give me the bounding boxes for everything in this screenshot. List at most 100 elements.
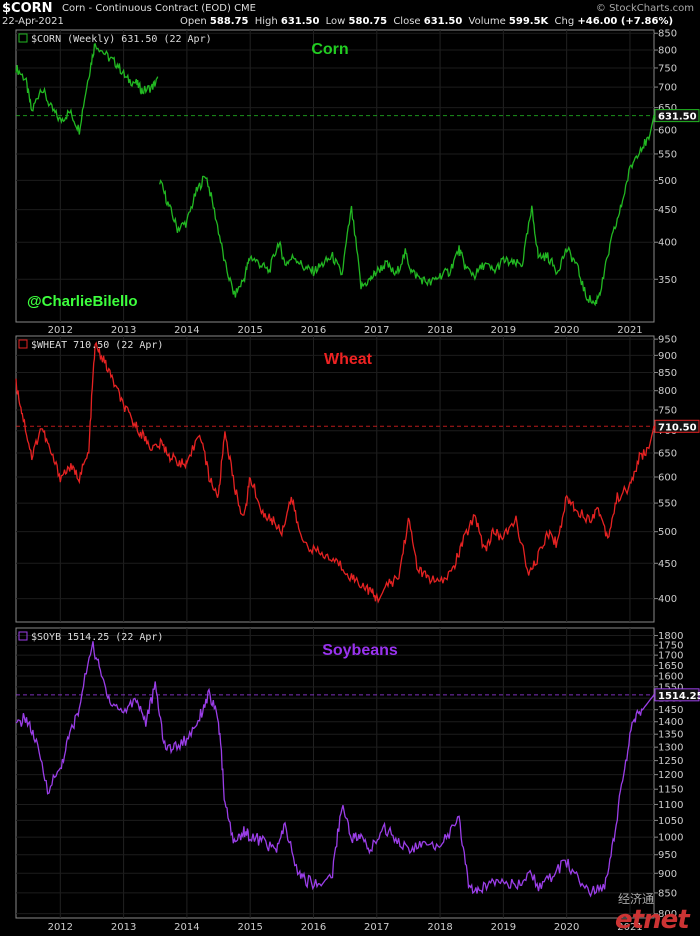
x-tick-label: 2019 <box>491 325 516 336</box>
chg-label: Chg <box>554 16 575 27</box>
y-tick-label: 1650 <box>658 661 683 672</box>
panel-frame <box>15 627 655 919</box>
x-tick-label: 2018 <box>427 922 452 933</box>
x-tick-label: 2017 <box>364 922 389 933</box>
legend-swatch <box>18 631 28 641</box>
series-line <box>15 42 159 135</box>
chart-title: Wheat <box>324 351 373 368</box>
y-tick-label: 400 <box>658 594 677 605</box>
copyright-label[interactable]: © StockCharts.com <box>595 3 694 14</box>
y-tick-label: 500 <box>658 176 677 187</box>
y-tick-label: 1400 <box>658 717 683 728</box>
x-tick-label: 2015 <box>237 922 262 933</box>
y-tick-label: 600 <box>658 472 677 483</box>
chart-header: $CORN Corn - Continuous Contract (EOD) C… <box>0 0 700 30</box>
y-tick-label: 1200 <box>658 770 683 781</box>
panel-frame <box>15 29 655 323</box>
last-value-label: 710.50 <box>658 422 697 433</box>
symbol-description: Corn - Continuous Contract (EOD) CME <box>62 3 256 14</box>
chart-title: Soybeans <box>322 642 398 659</box>
x-tick-label: 2018 <box>427 325 452 336</box>
y-tick-label: 1750 <box>658 641 683 652</box>
x-tick-label: 2016 <box>301 325 326 336</box>
x-tick-label: 2014 <box>174 325 199 336</box>
y-tick-label: 1100 <box>658 800 683 811</box>
legend-swatch <box>18 339 28 349</box>
y-tick-label: 550 <box>658 149 677 160</box>
high-label: High <box>254 16 278 27</box>
x-tick-label: 2020 <box>554 325 579 336</box>
y-tick-label: 800 <box>658 909 677 920</box>
symbol-label: $CORN <box>2 1 53 16</box>
legend-label: $SOYB 1514.25 (22 Apr) <box>31 632 163 643</box>
y-tick-label: 1250 <box>658 756 683 767</box>
x-tick-label: 2013 <box>111 325 136 336</box>
y-tick-label: 1450 <box>658 705 683 716</box>
y-tick-label: 1600 <box>658 671 683 682</box>
x-tick-label: 2017 <box>364 325 389 336</box>
series-line <box>159 115 655 307</box>
y-tick-label: 850 <box>658 368 677 379</box>
y-tick-label: 1350 <box>658 730 683 741</box>
close-value: 631.50 <box>423 16 463 27</box>
chg-value: +46.00 (+7.86%) <box>577 16 674 27</box>
y-tick-label: 500 <box>658 527 677 538</box>
volume-label: Volume <box>468 16 506 27</box>
last-value-label: 631.50 <box>658 112 697 123</box>
close-label: Close <box>393 16 421 27</box>
y-tick-label: 550 <box>658 499 677 510</box>
y-tick-label: 850 <box>658 888 677 899</box>
legend-swatch <box>18 33 28 43</box>
x-tick-label: 2020 <box>554 922 579 933</box>
quote-summary: Open 588.75 High 631.50 Low 580.75 Close… <box>180 16 676 27</box>
open-value: 588.75 <box>209 16 249 27</box>
chart-panel-0: 350 400 450 500 550 600 650 700 750 800 850 631.50 $… <box>15 29 700 336</box>
y-tick-label: 1800 <box>658 631 683 642</box>
open-label: Open <box>180 16 207 27</box>
y-tick-label: 800 <box>658 386 677 397</box>
series-line <box>15 341 655 604</box>
watermark-logo-text: 经济通 <box>618 892 655 906</box>
y-tick-label: 950 <box>658 850 677 861</box>
y-tick-label: 1300 <box>658 743 683 754</box>
attribution-label: @CharlieBilello <box>27 293 138 310</box>
x-tick-label: 2012 <box>48 922 73 933</box>
low-label: Low <box>325 16 346 27</box>
chart-title: Corn <box>311 41 348 58</box>
y-tick-label: 750 <box>658 63 677 74</box>
y-tick-label: 750 <box>658 406 677 417</box>
watermark-brand: etnet <box>615 905 690 935</box>
x-tick-label: 2021 <box>617 325 642 336</box>
y-tick-label: 800 <box>658 46 677 57</box>
last-value-box <box>654 419 700 433</box>
legend-label: $WHEAT 710.50 (22 Apr) <box>31 340 163 351</box>
high-value: 631.50 <box>280 16 320 27</box>
y-tick-label: 650 <box>658 448 677 459</box>
y-tick-label: 450 <box>658 559 677 570</box>
quote-date: 22-Apr-2021 <box>2 16 64 27</box>
x-tick-label: 2016 <box>301 922 326 933</box>
x-tick-label: 2021 <box>617 922 642 933</box>
series-line <box>15 641 655 898</box>
x-tick-label: 2015 <box>237 325 262 336</box>
x-tick-label: 2012 <box>48 325 73 336</box>
y-tick-label: 900 <box>658 351 677 362</box>
y-tick-label: 1150 <box>658 785 683 796</box>
x-tick-label: 2013 <box>111 922 136 933</box>
y-tick-label: 1050 <box>658 816 683 827</box>
last-value-box <box>654 688 700 702</box>
legend-label: $CORN (Weekly) 631.50 (22 Apr) <box>31 34 212 45</box>
panel-frame <box>15 335 655 623</box>
y-tick-label: 1000 <box>658 833 683 844</box>
last-value-label: 1514.25 <box>658 691 700 702</box>
y-tick-label: 850 <box>658 29 677 40</box>
y-tick-label: 950 <box>658 335 677 346</box>
y-tick-label: 900 <box>658 869 677 880</box>
y-tick-label: 700 <box>658 83 677 94</box>
y-tick-label: 650 <box>658 103 677 114</box>
y-tick-label: 1700 <box>658 651 683 662</box>
y-tick-label: 350 <box>658 275 677 286</box>
chart-panel-2: 800 850 900 950 1000 1050 1100 1150 1200 1250 1300… <box>15 627 700 933</box>
volume-value: 599.5K <box>508 16 549 27</box>
